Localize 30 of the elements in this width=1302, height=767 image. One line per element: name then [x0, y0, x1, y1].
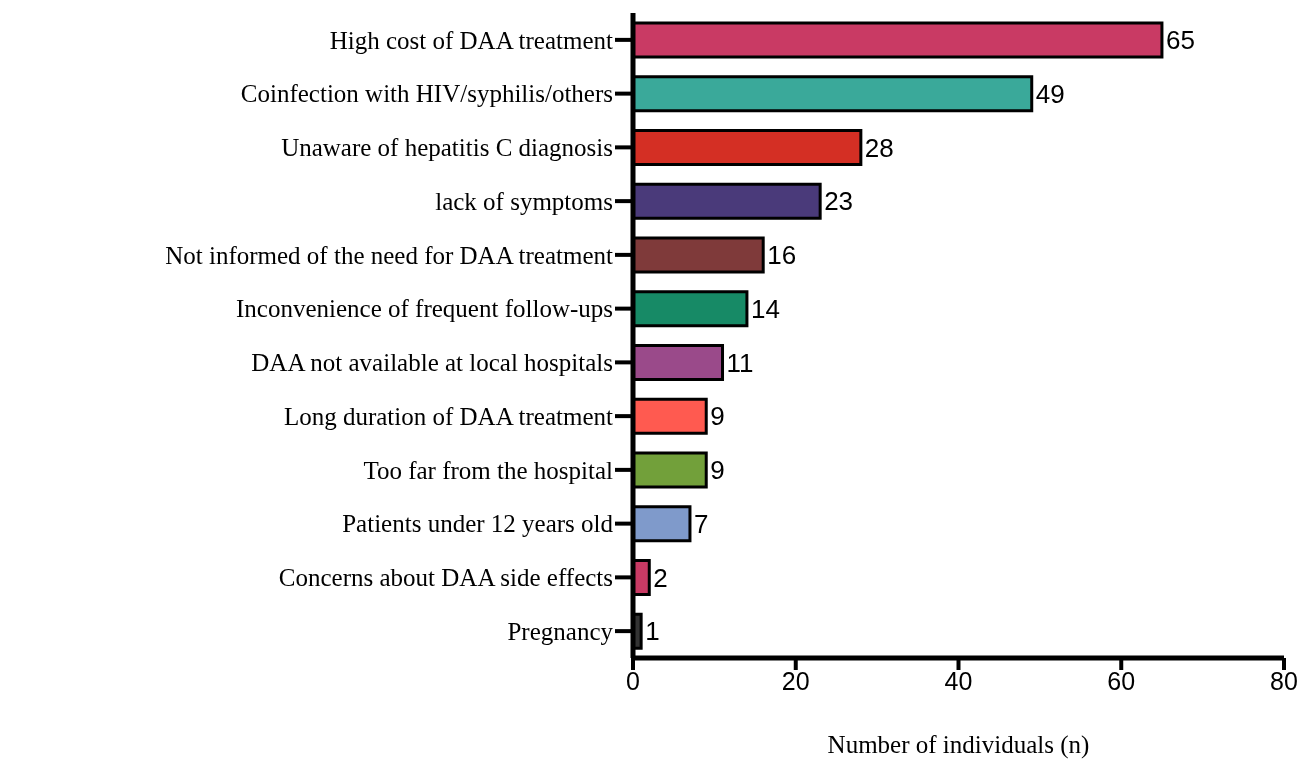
data-label: 11	[726, 347, 754, 378]
data-label: 28	[864, 132, 894, 163]
y-tick-label: Patients under 12 years old	[342, 510, 614, 538]
data-label: 9	[710, 401, 725, 432]
y-tick-label: Coinfection with HIV/syphilis/others	[240, 80, 613, 108]
data-label: 16	[767, 240, 797, 271]
data-label: 1	[645, 616, 660, 647]
y-tick-label: Not informed of the need for DAA treatment	[165, 241, 614, 269]
data-label: 65	[1165, 25, 1195, 56]
x-axis-title: Number of individuals (n)	[827, 731, 1090, 759]
y-tick-label: Concerns about DAA side effects	[278, 564, 613, 592]
y-tick-label: Unaware of hepatitis C diagnosis	[281, 134, 613, 162]
data-label: 14	[750, 293, 780, 324]
y-tick-label: lack of symptoms	[435, 187, 613, 215]
x-tick-label: 40	[944, 666, 973, 695]
y-tick-label: Inconvenience of frequent follow-ups	[236, 295, 613, 323]
y-tick-label: Long duration of DAA treatment	[283, 402, 614, 430]
data-label: 7	[693, 508, 709, 539]
data-label: 49	[1035, 78, 1065, 109]
x-tick-label: 60	[1107, 666, 1136, 695]
x-tick-label: 0	[626, 666, 640, 695]
data-label: 23	[824, 186, 854, 217]
data-label: 2	[653, 562, 668, 593]
y-tick-label: Too far from the hospital	[363, 456, 614, 484]
x-tick-label: 20	[781, 666, 810, 695]
y-tick-label: DAA not available at local hospitals	[251, 349, 613, 377]
data-label: 9	[710, 455, 725, 486]
x-tick-label: 80	[1270, 666, 1298, 695]
y-tick-label: High cost of DAA treatment	[329, 26, 614, 54]
y-tick-label: Pregnancy	[507, 617, 614, 645]
